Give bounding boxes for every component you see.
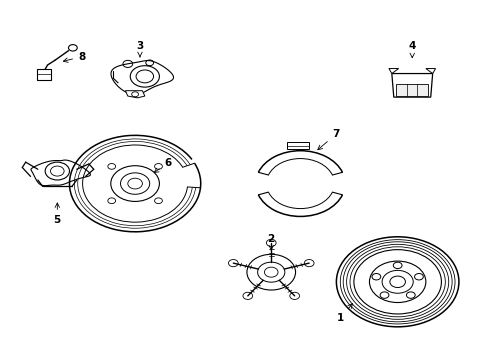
Polygon shape — [395, 84, 427, 96]
Polygon shape — [388, 68, 398, 73]
Text: 1: 1 — [336, 303, 352, 323]
Polygon shape — [287, 143, 308, 149]
Text: 7: 7 — [317, 129, 339, 150]
Text: 6: 6 — [154, 158, 171, 172]
Text: 3: 3 — [136, 41, 143, 57]
Polygon shape — [125, 91, 144, 98]
Polygon shape — [391, 73, 432, 97]
Polygon shape — [111, 60, 173, 95]
Text: 4: 4 — [407, 41, 415, 58]
Text: 2: 2 — [267, 234, 274, 250]
Polygon shape — [37, 69, 51, 80]
Polygon shape — [31, 160, 90, 186]
Text: 8: 8 — [63, 52, 85, 62]
Text: 5: 5 — [54, 203, 61, 225]
Polygon shape — [425, 68, 435, 73]
